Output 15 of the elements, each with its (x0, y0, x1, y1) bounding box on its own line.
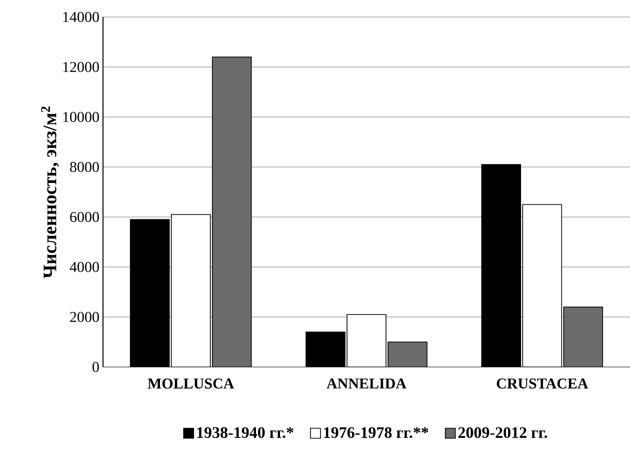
y-tick-label: 12000 (63, 62, 99, 72)
legend-label: 1976-1978 гг.** (324, 427, 428, 438)
y-tick-label: 0 (92, 362, 99, 372)
y-tick-label: 6000 (70, 212, 99, 222)
y-tick-label: 4000 (70, 262, 99, 272)
x-tick-label: MOLLUSCA (148, 378, 234, 389)
legend-label: 1938-1940 гг.* (197, 427, 294, 438)
y-axis-title: Численность, экз/м$^{2}$ (41, 106, 60, 278)
y-tick-label: 2000 (70, 312, 99, 322)
x-tick-label: ANNELIDA (326, 378, 406, 388)
legend-label: 2009-2012 гг. (458, 427, 548, 438)
y-tick-label: 14000 (63, 12, 99, 22)
y-tick-label: 10000 (63, 112, 99, 122)
x-tick-label: CRUSTACEA (496, 378, 588, 389)
y-tick-label: 8000 (70, 162, 99, 172)
